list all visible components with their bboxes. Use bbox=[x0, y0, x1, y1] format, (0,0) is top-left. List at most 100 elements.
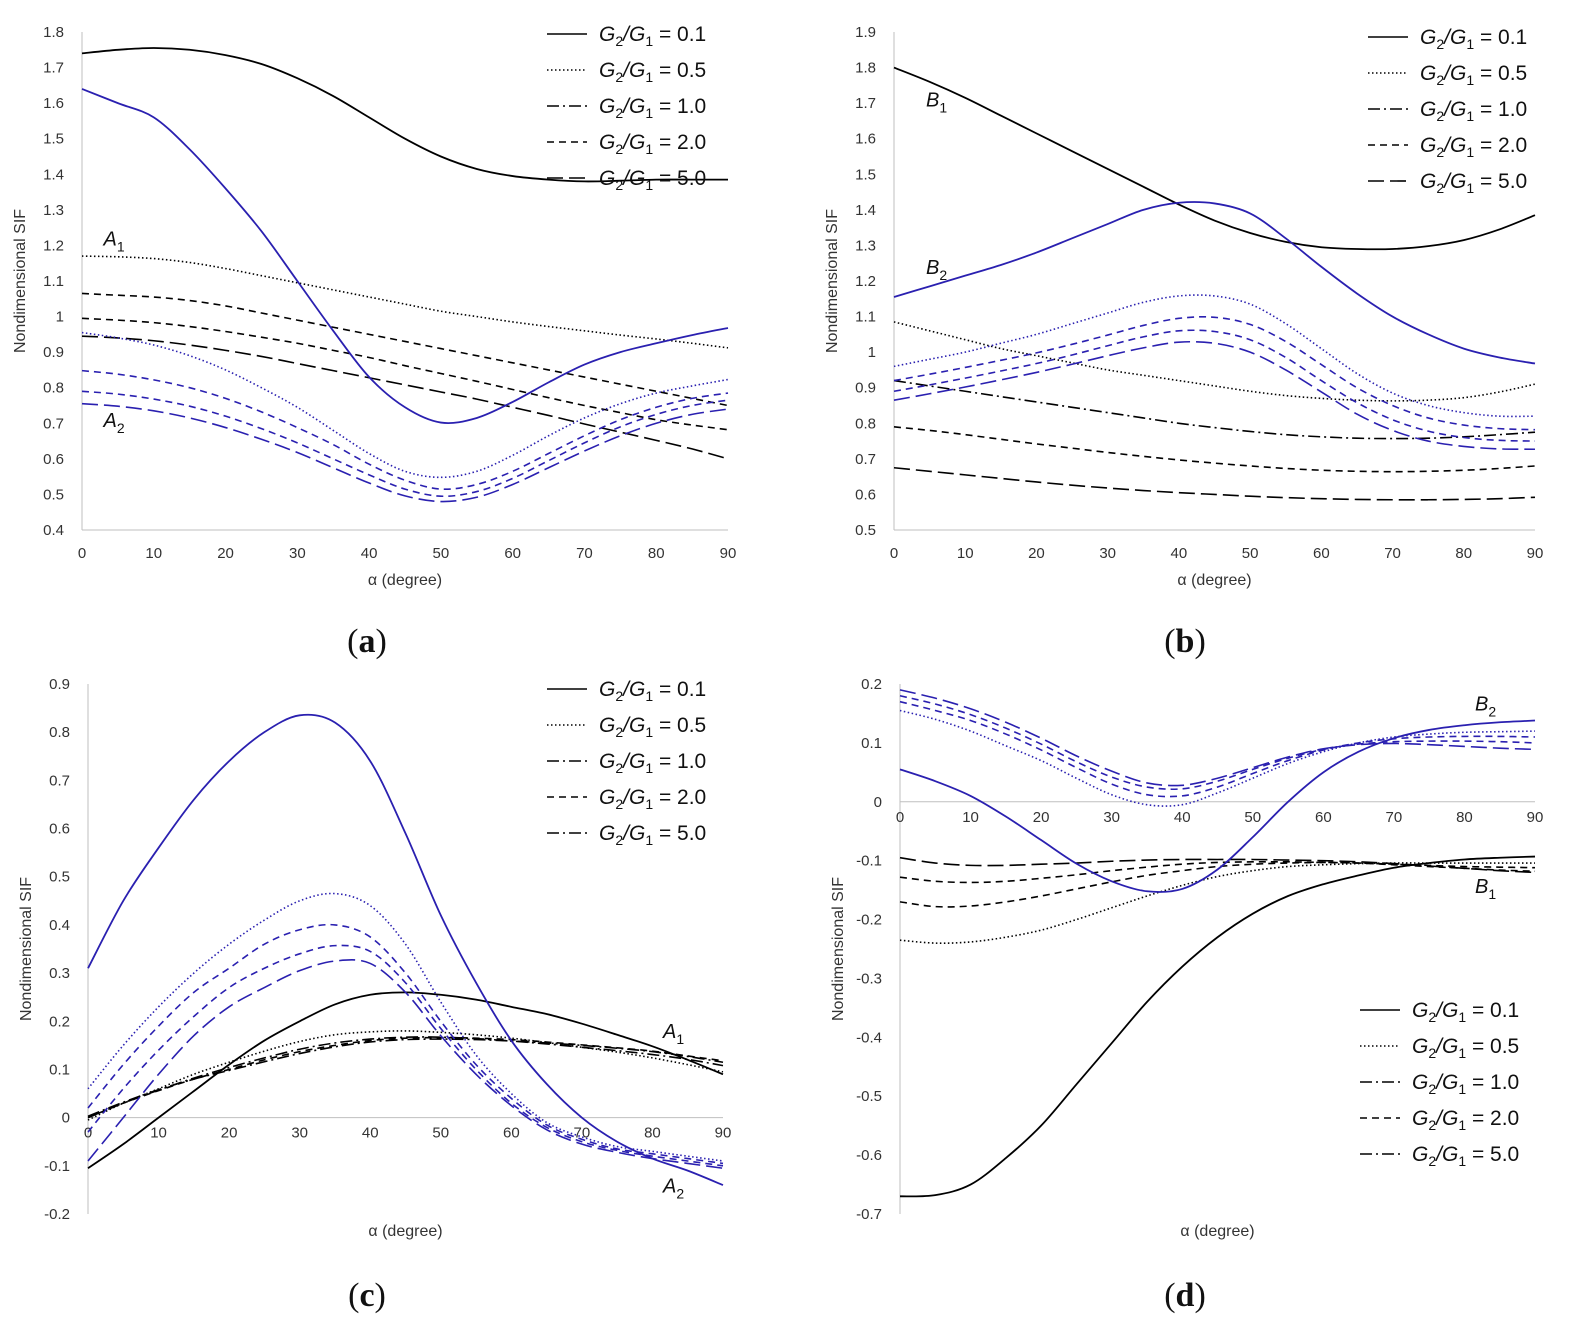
curve-label-base: A bbox=[103, 410, 117, 432]
y-tick-label: 1.2 bbox=[43, 237, 64, 254]
x-tick-label: 40 bbox=[1171, 545, 1188, 562]
x-tick-label: 80 bbox=[644, 1125, 661, 1142]
x-tick-label: 70 bbox=[1384, 545, 1401, 562]
legend-label-suffix: = 2.0 bbox=[653, 786, 706, 809]
x-tick-label: 30 bbox=[291, 1125, 308, 1142]
y-tick-label: 0.7 bbox=[855, 451, 876, 468]
x-tick-label: 50 bbox=[1242, 545, 1259, 562]
series-line-a1-solid bbox=[81, 47, 728, 183]
y-tick-label: -0.1 bbox=[856, 853, 882, 870]
y-tick-label: 0.5 bbox=[855, 522, 876, 539]
x-tick-label: 0 bbox=[78, 545, 86, 562]
legend-label-sub2: 1 bbox=[645, 141, 653, 157]
y-tick-label: 0.4 bbox=[49, 917, 70, 934]
legend-label-sub2: 1 bbox=[645, 724, 653, 740]
x-tick-label: 80 bbox=[1455, 545, 1472, 562]
legend-label-sub2: 1 bbox=[645, 760, 653, 776]
caption-open: ( bbox=[348, 1277, 359, 1314]
legend-label-sub1: 2 bbox=[615, 796, 623, 812]
chart-panel-a: 0.4 0.5 0.6 0.7 0.8 0.9 1 1.1 1.2 1.3 1.4 1.5 1.6 1.7… bbox=[12, 23, 736, 660]
curve-label-sub: 1 bbox=[1488, 886, 1496, 902]
y-tick-label: 0.3 bbox=[49, 965, 70, 982]
legend-label: G2/G1 = 0.5 bbox=[1420, 62, 1527, 88]
legend-label-sub1: 2 bbox=[1436, 180, 1444, 196]
legend-label-sub2: 1 bbox=[1466, 36, 1474, 52]
curve-label-base: B bbox=[1475, 876, 1488, 898]
series-line-a2-longdash bbox=[81, 402, 729, 503]
legend-label-sub1: 2 bbox=[615, 724, 623, 740]
curve-label: B1 bbox=[1475, 876, 1496, 902]
x-axis-title: α (degree) bbox=[1180, 1223, 1254, 1240]
legend-label-prefix: G bbox=[1412, 1107, 1428, 1130]
series-line-b2-dashed bbox=[899, 695, 1536, 791]
y-axis-title: Nondimensional SIF bbox=[12, 209, 29, 353]
y-axis-title: Nondimensional SIF bbox=[18, 877, 35, 1021]
legend-label-sub2: 1 bbox=[1466, 72, 1474, 88]
x-tick-label: 70 bbox=[1386, 809, 1403, 826]
legend-label-sub1: 2 bbox=[1428, 1009, 1436, 1025]
chart-panel-d: -0.7 -0.6 -0.5 -0.4 -0.3 -0.2 -0.1 0 0.1 0.2 0 10 20… bbox=[830, 676, 1543, 1314]
y-tick-label: 0.7 bbox=[49, 772, 70, 789]
y-tick-label: 1.1 bbox=[43, 273, 64, 290]
legend-label-prefix: G bbox=[1420, 98, 1436, 121]
x-axis-title: α (degree) bbox=[1177, 572, 1251, 589]
legend-label-mid: /G bbox=[621, 167, 645, 190]
x-tick-label: 90 bbox=[1527, 545, 1544, 562]
series-line-a1-dotted bbox=[81, 255, 729, 349]
y-tick-label: 1.5 bbox=[43, 131, 64, 148]
legend-label-sub1: 2 bbox=[615, 688, 623, 704]
legend-label-suffix: = 2.0 bbox=[1474, 134, 1527, 157]
curve-label: B2 bbox=[926, 257, 947, 283]
caption-close: ) bbox=[1194, 1277, 1205, 1314]
legend-label: G2/G1 = 2.0 bbox=[1412, 1107, 1519, 1133]
legend-label-sub1: 2 bbox=[615, 33, 623, 49]
legend-label-mid: /G bbox=[621, 131, 645, 154]
legend-label: G2/G1 = 0.1 bbox=[599, 678, 706, 704]
series-line-b2-dashed bbox=[899, 700, 1536, 798]
legend-label: G2/G1 = 2.0 bbox=[599, 131, 706, 157]
legend-label-suffix: = 0.1 bbox=[1466, 999, 1519, 1022]
legend-label-sub2: 1 bbox=[1458, 1081, 1466, 1097]
legend-label: G2/G1 = 0.1 bbox=[1420, 26, 1527, 52]
legend-label-mid: /G bbox=[1442, 26, 1466, 49]
legend-label: G2/G1 = 1.0 bbox=[599, 95, 706, 121]
legend-label-sub1: 2 bbox=[1428, 1153, 1436, 1169]
series-line-b2-dotted bbox=[893, 294, 1536, 418]
curve-label-base: B bbox=[926, 90, 939, 112]
series-line-a1-dashed bbox=[81, 292, 729, 407]
x-tick-label: 10 bbox=[150, 1125, 167, 1142]
series-line-a1-dashdot bbox=[87, 1036, 724, 1119]
legend-label-sub1: 2 bbox=[1428, 1081, 1436, 1097]
series-line-b1-dashed bbox=[893, 426, 1536, 473]
series-line-b1-longdash bbox=[893, 466, 1536, 501]
x-tick-label: 60 bbox=[503, 1125, 520, 1142]
legend-label-mid: /G bbox=[1434, 1143, 1458, 1166]
series-line-a2-dotted bbox=[81, 331, 729, 479]
caption-letter: d bbox=[1176, 1277, 1195, 1314]
legend-label-suffix: = 1.0 bbox=[653, 95, 706, 118]
legend-label-mid: /G bbox=[1442, 62, 1466, 85]
y-tick-label: 1.5 bbox=[855, 166, 876, 183]
y-tick-label: 0.5 bbox=[49, 869, 70, 886]
y-tick-label: 0.9 bbox=[43, 344, 64, 361]
series-line-b2-dashed bbox=[893, 329, 1536, 442]
legend-label-sub2: 1 bbox=[1458, 1153, 1466, 1169]
legend-label-suffix: = 0.5 bbox=[1474, 62, 1527, 85]
legend-label-sub2: 1 bbox=[645, 796, 653, 812]
curve-label: B1 bbox=[926, 90, 947, 116]
legend-label-mid: /G bbox=[621, 678, 645, 701]
legend-label-prefix: G bbox=[1412, 1071, 1428, 1094]
legend-label-prefix: G bbox=[599, 59, 615, 82]
legend-label-mid: /G bbox=[621, 786, 645, 809]
caption-open: ( bbox=[1164, 623, 1175, 660]
series-line-b1-dotted bbox=[893, 321, 1536, 402]
legend-label-mid: /G bbox=[621, 23, 645, 46]
caption-open: ( bbox=[347, 623, 358, 660]
y-axis-title: Nondimensional SIF bbox=[824, 209, 841, 353]
legend-label-suffix: = 0.5 bbox=[653, 714, 706, 737]
series-line-b1-solid bbox=[893, 66, 1536, 251]
curve-label: A1 bbox=[103, 228, 125, 254]
legend-label-mid: /G bbox=[1442, 170, 1466, 193]
x-tick-label: 20 bbox=[1033, 809, 1050, 826]
